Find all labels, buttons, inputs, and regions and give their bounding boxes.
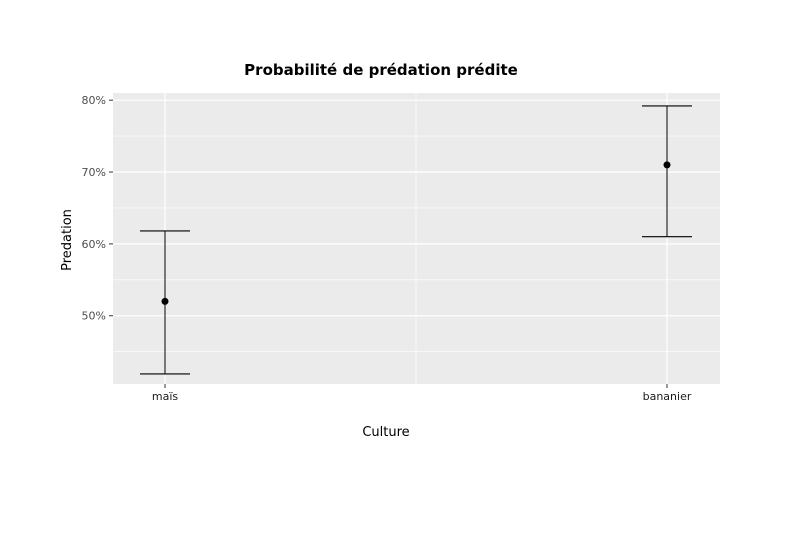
x-tick-label: bananier: [643, 390, 692, 403]
y-tick-label: 80%: [82, 94, 106, 107]
y-axis-title: Predation: [60, 209, 75, 271]
y-axis: 50% 60% 70% 80%: [82, 94, 113, 323]
plot-panel: [113, 93, 720, 384]
chart-title: Probabilité de prédation prédite: [244, 61, 518, 79]
x-axis: maïs bananier: [152, 384, 692, 403]
x-tick-label: maïs: [152, 390, 179, 403]
y-tick-label: 70%: [82, 166, 106, 179]
point-estimate: [663, 161, 671, 169]
y-tick-label: 60%: [82, 238, 106, 251]
error-bars: [140, 105, 692, 375]
minor-gridlines: [113, 93, 720, 384]
point-estimate: [161, 297, 169, 305]
x-axis-title: Culture: [362, 425, 409, 440]
y-tick-label: 50%: [82, 310, 106, 323]
